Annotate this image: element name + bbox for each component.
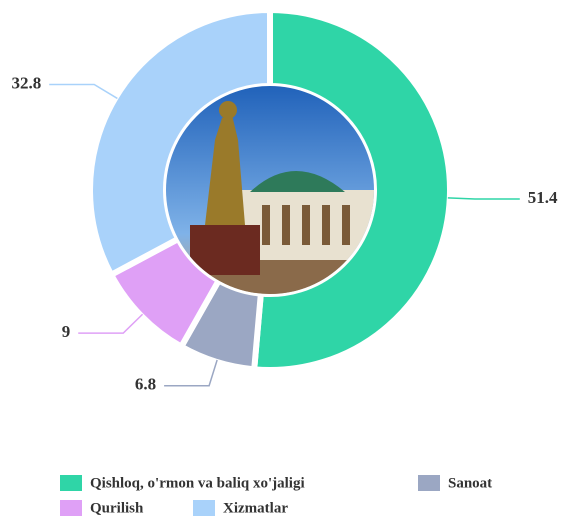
legend-label: Qurilish	[90, 500, 144, 516]
leader-line	[78, 313, 144, 334]
legend-swatch	[193, 500, 215, 516]
value-label: 6.8	[135, 375, 156, 394]
legend-swatch	[418, 475, 440, 491]
donut: 51.4 6.8 9 32.8	[11, 6, 558, 394]
value-label: 9	[62, 322, 71, 341]
center-photo	[166, 86, 374, 294]
leader-line	[447, 197, 520, 200]
legend-label: Xizmatlar	[223, 500, 288, 516]
legend-swatch	[60, 500, 82, 516]
legend-label: Sanoat	[448, 475, 492, 491]
leader-line	[49, 83, 118, 100]
value-label: 32.8	[11, 73, 41, 92]
legend-swatch	[60, 475, 82, 491]
legend-label: Qishloq, o'rmon va baliq xo'jaligi	[90, 475, 305, 491]
legend: Qishloq, o'rmon va baliq xo'jaligi Sanoat…	[60, 475, 492, 516]
leader-line	[164, 359, 218, 387]
value-label: 51.4	[528, 188, 558, 207]
